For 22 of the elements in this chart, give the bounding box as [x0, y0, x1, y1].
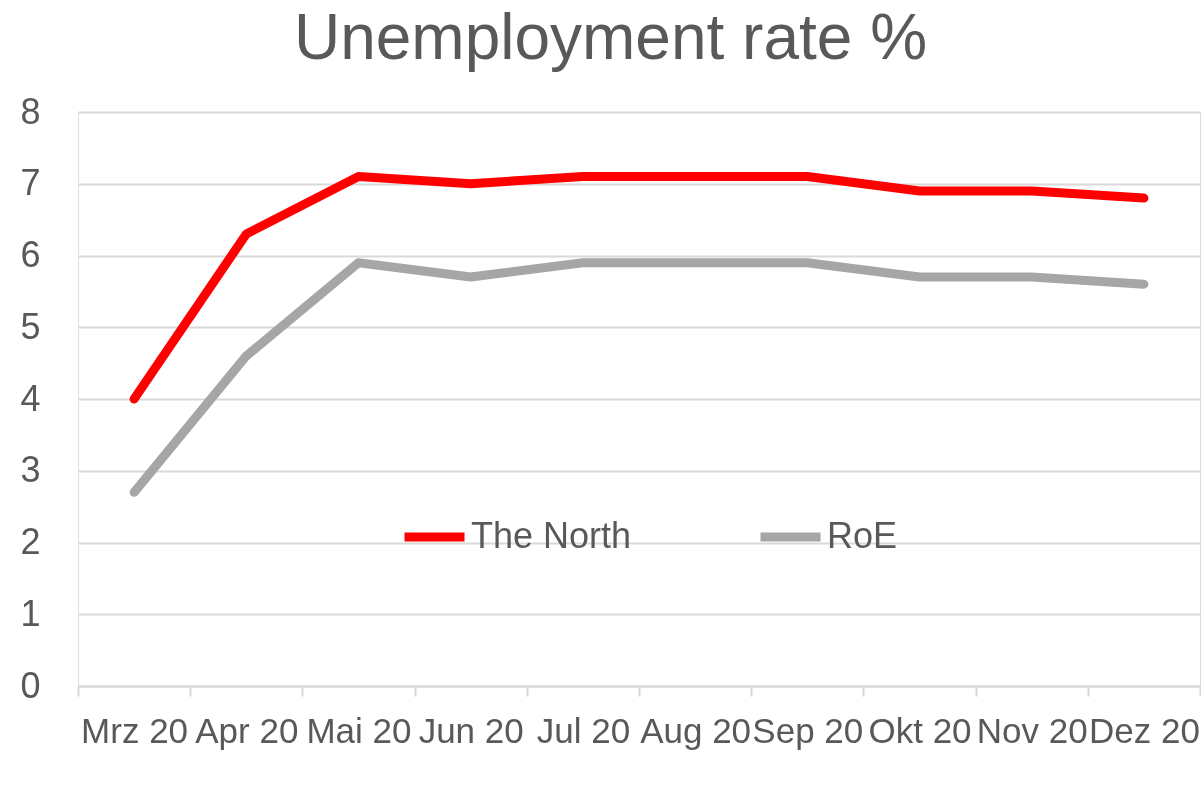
- y-tick-label: 5: [20, 305, 41, 347]
- x-tick-label: Dez 20: [1088, 710, 1200, 750]
- x-tick-label: Aug 20: [640, 710, 752, 750]
- x-tick-label: Mai 20: [306, 710, 412, 750]
- y-tick-label: 6: [20, 234, 41, 275]
- y-tick-label: 4: [20, 377, 41, 419]
- legend-label: The North: [471, 515, 632, 557]
- x-tick-label: Apr 20: [195, 710, 299, 750]
- y-tick-label: 3: [20, 449, 41, 491]
- x-tick-label: Mrz 20: [81, 710, 189, 750]
- x-tick-label: Okt 20: [868, 710, 972, 750]
- x-tick-label: Sep 20: [752, 710, 864, 750]
- x-tick-label: Jul 20: [536, 710, 631, 750]
- x-tick-label: Jun 20: [418, 710, 524, 750]
- y-tick-label: 1: [20, 592, 41, 634]
- y-tick-label: 7: [20, 162, 41, 204]
- legend-label: RoE: [827, 515, 898, 557]
- y-tick-label: 0: [20, 664, 41, 706]
- y-tick-label: 8: [20, 90, 41, 132]
- x-tick-label: Nov 20: [976, 710, 1088, 750]
- y-tick-label: 2: [20, 521, 41, 562]
- chart-title: Unemployment rate %: [293, 1, 928, 73]
